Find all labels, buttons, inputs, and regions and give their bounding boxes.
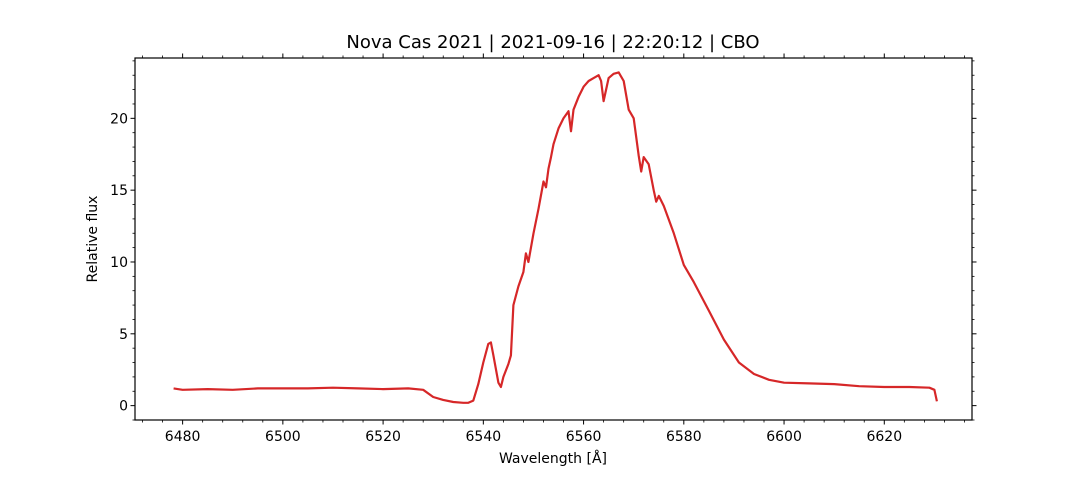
x-axis-ticks: 6480 6500 6520 6540 6560 6580 6600 6620	[165, 53, 902, 445]
plot-frame	[134, 57, 973, 421]
y-axis-label: Relative flux	[85, 196, 101, 283]
x-tick-label: 6620	[866, 429, 902, 445]
x-tick-label: 6580	[666, 429, 702, 445]
x-tick-label: 6480	[165, 429, 201, 445]
y-tick-label: 20	[110, 111, 128, 127]
y-tick-label: 5	[119, 327, 128, 343]
y-tick-label: 0	[119, 399, 128, 415]
x-tick-label: 6500	[265, 429, 301, 445]
x-tick-label: 6560	[566, 429, 602, 445]
x-axis-label: Wavelength [Å]	[499, 450, 607, 467]
x-tick-label: 6600	[766, 429, 802, 445]
spectrum-line	[173, 71, 938, 404]
plot-area	[135, 58, 972, 420]
y-axis-ticks: 0 5 10 15 20	[110, 111, 977, 415]
chart-title: Nova Cas 2021 | 2021-09-16 | 22:20:12 | …	[346, 32, 759, 53]
y-tick-label: 15	[110, 183, 128, 199]
x-tick-label: 6540	[466, 429, 502, 445]
x-tick-label: 6520	[365, 429, 401, 445]
y-tick-label: 10	[110, 255, 128, 271]
